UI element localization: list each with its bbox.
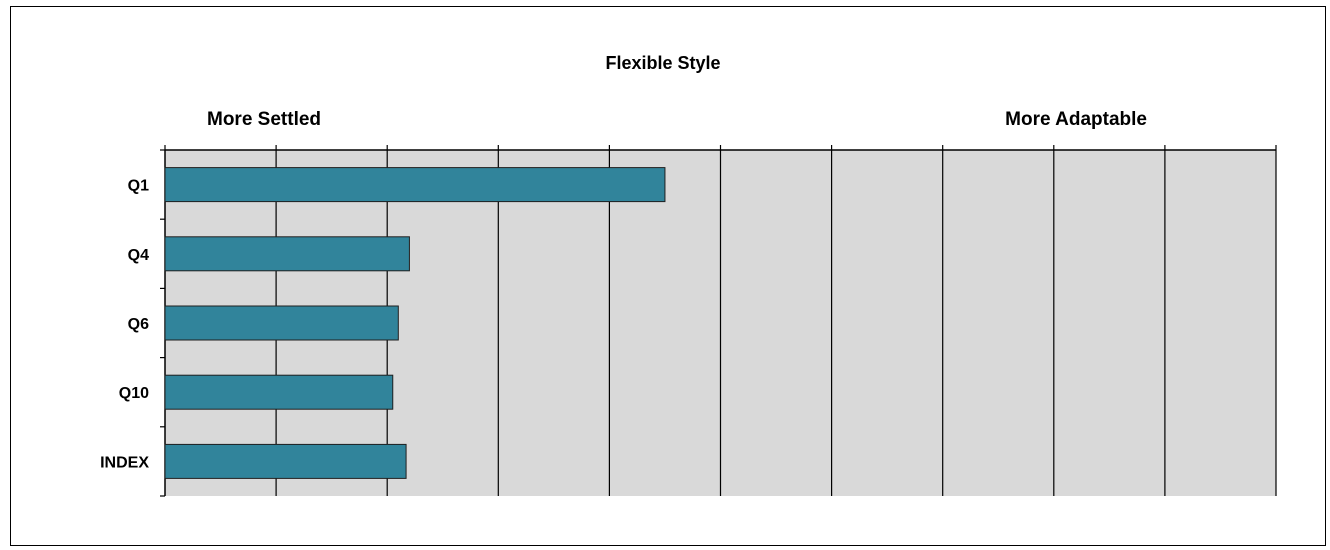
flexible-style-chart: Flexible Style More Settled More Adaptab… (100, 53, 1277, 497)
bar-q10 (164, 374, 394, 410)
category-label-index: INDEX (100, 454, 149, 471)
bar-index (164, 443, 407, 479)
bar-q4 (164, 236, 410, 272)
bar-q1 (164, 167, 666, 203)
chart-title: Flexible Style (605, 53, 720, 73)
category-label-q4: Q4 (128, 247, 149, 264)
right-pole-label: More Adaptable (1005, 109, 1147, 130)
category-label-q6: Q6 (128, 316, 149, 333)
category-label-q1: Q1 (128, 178, 149, 195)
bar-q6 (164, 305, 399, 341)
left-pole-label: More Settled (207, 109, 321, 130)
chart-frame: Flexible Style More Settled More Adaptab… (10, 6, 1326, 546)
plot-area: Q1 Q4 Q6 Q10 INDEX (100, 145, 1277, 497)
category-label-q10: Q10 (119, 385, 149, 402)
